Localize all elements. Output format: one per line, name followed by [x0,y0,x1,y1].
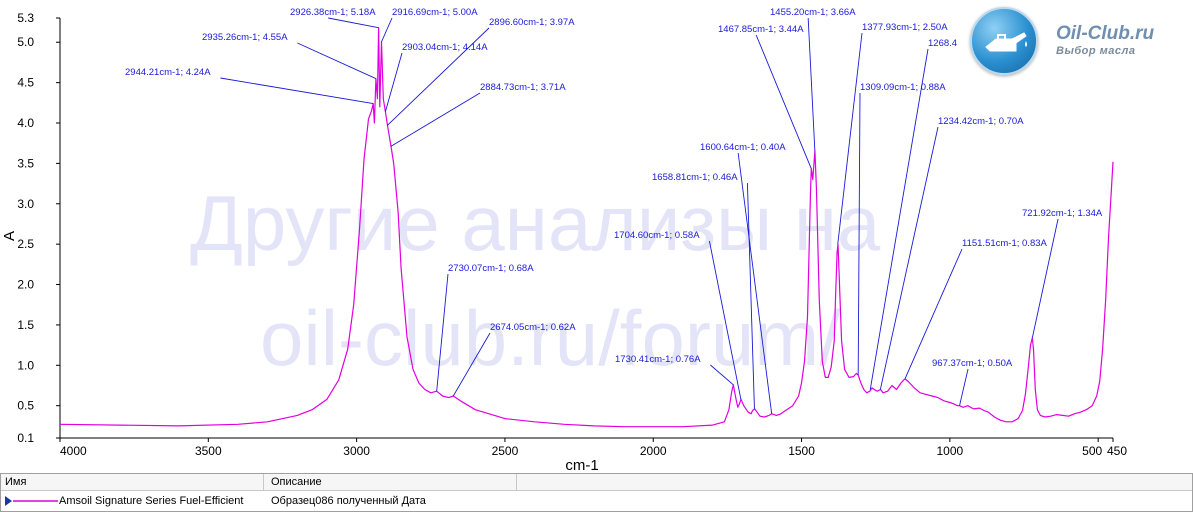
peak-leader-line [959,368,969,406]
peak-leader-line [220,77,374,105]
x-tick-label: 500 [1082,444,1102,458]
peak-leader-line [390,92,481,147]
peak-label: 1309.09cm-1; 0.88A [860,82,946,93]
peak-label: 2916.69cm-1; 5.00A [392,7,478,18]
y-tick-label: 4.0 [17,116,34,130]
peak-label: 1730.41cm-1; 0.76A [615,354,701,365]
y-tick-label: 1.5 [17,318,34,332]
peak-label: 1704.60cm-1; 0.58A [614,230,700,241]
peak-leader-line [879,126,939,390]
peak-leader-line [384,52,403,112]
column-header-description[interactable]: Описание [271,476,322,488]
series-swatch-icon [5,496,58,506]
y-tick-label: 3.5 [17,156,34,170]
peak-leader-line [746,182,755,409]
y-tick-label: 5.3 [17,11,34,25]
y-tick-label: 4.5 [17,76,34,90]
series-layer [59,27,1114,428]
y-tick-label: 0.1 [17,431,34,445]
peak-label: 1455.20cm-1; 3.66A [770,7,856,18]
logo-subtitle: Выбор масла [1056,45,1136,57]
legend-header: Имя Описание [1,474,1192,491]
peak-leader-line [755,34,812,169]
watermark-line-1: Другие анализы на [190,179,881,267]
peak-leader-line [737,152,773,414]
peak-label: 2903.04cm-1; 4.14A [402,42,488,53]
peak-leader-line [710,364,734,386]
x-tick-label: 2000 [640,444,667,458]
x-axis-label: cm-1 [565,457,598,473]
y-tick-label: 1.0 [17,358,34,372]
x-axis-ticks: 4000 3500 3000 2500 2000 1500 1000 500 450 [59,438,1127,458]
peak-label: 1268.4 [928,38,957,49]
peak-label: 2944.21cm-1; 4.24A [125,67,211,78]
peak-label: 2884.73cm-1; 3.71A [480,82,566,93]
x-tick-label: 3500 [195,444,222,458]
y-tick-label: 5.0 [17,35,34,49]
peak-leader-line [904,248,963,380]
logo-title: Oil-Club.ru [1056,23,1155,44]
peak-label: 2926.38cm-1; 5.18A [290,7,376,18]
peak-label: 1600.64cm-1; 0.40A [700,142,786,153]
x-tick-label: 1500 [788,444,815,458]
watermark: Другие анализы на oil-club.ru/forum/ [190,179,881,382]
peak-label: 1467.85cm-1; 3.44A [718,24,804,35]
y-tick-label: 2.5 [17,237,34,251]
series-line [59,27,1114,428]
peak-leader-line [297,42,377,79]
peak-leader-line [436,273,449,392]
x-tick-label: 1000 [937,444,964,458]
peak-leader-line [837,32,863,245]
peak-leader-line [1031,218,1059,338]
peak-leader-line [380,17,393,43]
peak-leader-line [708,240,742,400]
spectrum-chart: Другие анализы на oil-club.ru/forum/ 5.3… [1,7,1127,473]
x-tick-label: 450 [1107,444,1127,458]
peak-leader-line [807,17,816,151]
peak-label: 721.92cm-1; 1.34A [1022,208,1103,219]
y-tick-label: 0.5 [17,399,34,413]
peak-label: 1234.42cm-1; 0.70A [938,116,1024,127]
y-tick-label: 3.0 [17,197,34,211]
y-tick-label: 2.0 [17,278,34,292]
axes [59,18,1113,439]
peak-label: 967.37cm-1; 0.50A [932,358,1013,369]
peak-label: 2730.07cm-1; 0.68A [448,263,534,274]
peak-label: 2674.05cm-1; 0.62A [490,322,576,333]
peak-label: 1377.93cm-1; 2.50A [862,22,948,33]
y-axis-ticks: 5.3 5.0 4.5 4.0 3.5 3.0 2.5 2.0 1.5 1.0 0.5 0.1 [17,11,60,445]
legend-series-name: Amsoil Signature Series Fuel-Efficient [59,495,244,507]
oil-can-icon [970,7,1038,75]
peak-leader-line [857,92,861,376]
peak-leader-line [452,332,491,397]
peak-leader-line [386,27,490,126]
site-logo: Oil-Club.ru Выбор масла [970,5,1185,77]
column-header-name[interactable]: Имя [5,476,27,488]
peak-leader-line [869,48,929,390]
x-tick-label: 3000 [343,444,370,458]
legend-row[interactable]: Amsoil Signature Series Fuel-Efficient О… [1,492,1192,510]
peak-label: 1151.51cm-1; 0.83A [962,238,1048,249]
peak-label: 2935.26cm-1; 4.55A [202,32,288,43]
peak-annotations: 2944.21cm-1; 4.24A 2935.26cm-1; 4.55A 2926… [125,7,1103,414]
x-tick-label: 2500 [492,444,519,458]
peak-label: 1658.81cm-1; 0.46A [652,172,738,183]
watermark-line-2: oil-club.ru/forum/ [260,294,841,382]
x-tick-label: 4000 [60,444,87,458]
y-axis-label: A [1,231,18,241]
legend-series-description: Образец086 полученный Дата [271,495,426,507]
legend-table: Имя Описание Amsoil Signature Series Fue… [0,473,1193,512]
peak-label: 2896.60cm-1; 3.97A [489,17,575,28]
peak-leader-line [328,17,379,29]
